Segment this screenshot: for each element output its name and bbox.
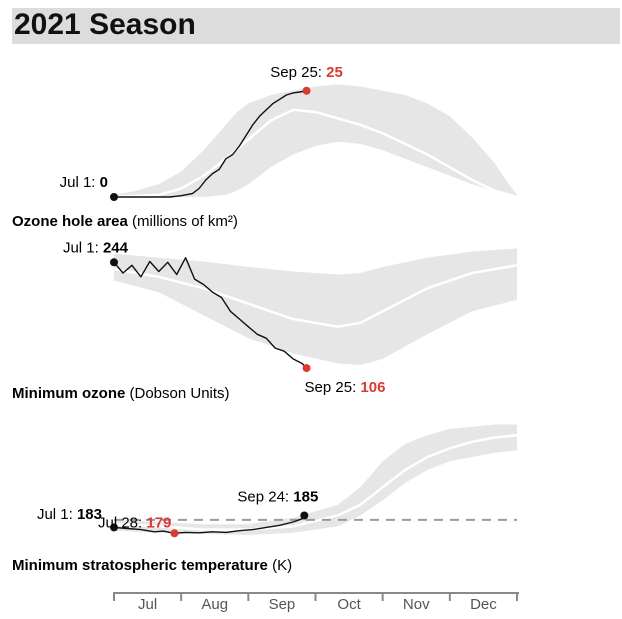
minimum-ozone-mean-line [113,264,518,328]
stratospheric-temperature-start-label: Jul 1: 183 [37,506,102,523]
month-label-sep: Sep [269,596,296,613]
month-label-oct: Oct [337,596,361,613]
stratospheric-temperature-panel-label: Minimum stratospheric temperature (K) [12,557,292,574]
ozone-area-mean-line [113,108,518,199]
month-label-dec: Dec [470,596,497,613]
minimum-ozone-range-band [114,248,517,365]
title-bar: 2021 Season [12,8,620,44]
stratospheric-temperature-low-marker [170,529,179,538]
month-label-jul: Jul [138,596,157,613]
stratospheric-temperature-mean-line [113,434,518,531]
ozone-area-end-label: Sep 25: 25 [270,64,343,81]
ozone-area-range-band [114,84,517,197]
ozone-area-series-2021 [114,90,307,198]
ozone-area-end-marker [302,86,311,95]
stratospheric-temperature-low-label: Jul 28: 179 [98,514,171,531]
minimum-ozone-end-marker [302,364,311,373]
ozone-area-start-marker [110,193,118,201]
stratospheric-temperature-range-band [114,424,517,535]
stratospheric-temperature-end-label: Sep 24: 185 [237,489,318,506]
minimum-ozone-series-2021 [113,257,308,369]
ozone-area-start-label: Jul 1: 0 [60,174,108,191]
stratospheric-temperature-series-2021 [113,514,307,534]
minimum-ozone-panel-label: Minimum ozone (Dobson Units) [12,385,230,402]
minimum-ozone-start-marker [110,258,118,267]
stratospheric-temperature-start-marker [110,523,118,532]
month-label-nov: Nov [403,596,430,613]
stratospheric-temperature-end-marker [300,511,309,520]
ozone-area-panel-label: Ozone hole area (millions of km²) [12,213,238,230]
minimum-ozone-start-label: Jul 1: 244 [63,239,129,256]
month-label-aug: Aug [201,596,228,613]
minimum-ozone-end-label: Sep 25: 106 [305,379,386,396]
page-title: 2021 Season [14,8,196,41]
